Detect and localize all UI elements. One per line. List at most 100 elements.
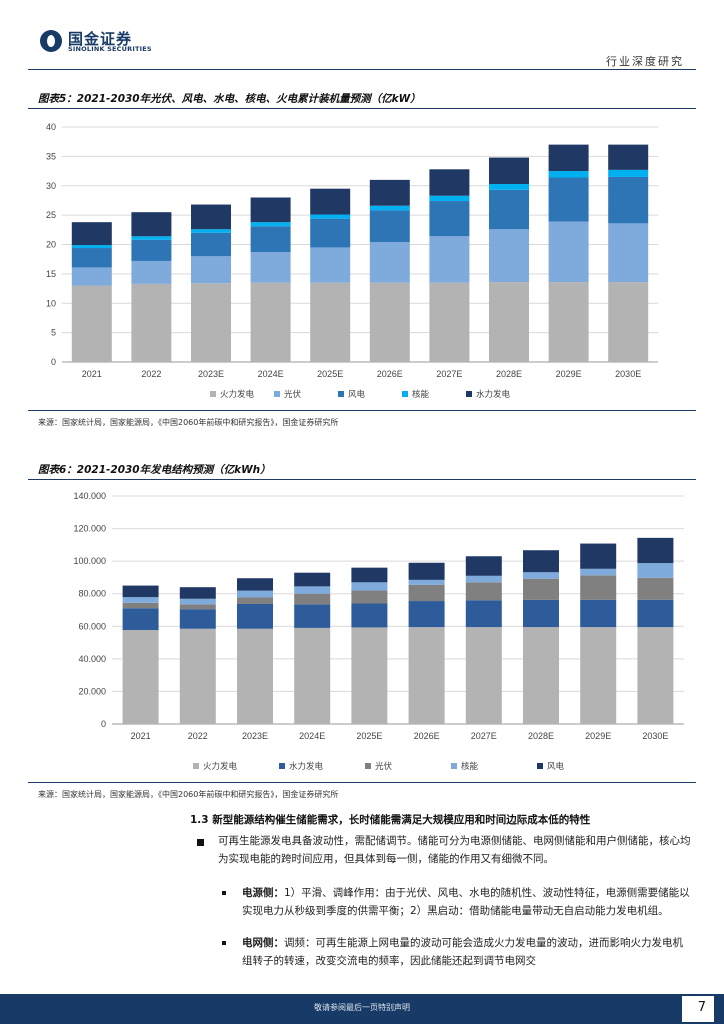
bar-segment — [429, 282, 470, 362]
footer-bar — [0, 994, 724, 1024]
bar-segment — [523, 599, 559, 628]
figure6-title: 图表6：2021-2030年发电结构预测（亿kWh） — [38, 464, 271, 476]
bar-segment — [250, 252, 291, 283]
y-tick-label: 40 — [46, 122, 56, 132]
report-category: 行业深度研究 — [606, 55, 684, 68]
bar-segment — [465, 582, 502, 601]
bar-segment — [369, 179, 410, 206]
bar-segment — [237, 578, 273, 591]
bar-segment — [131, 260, 172, 284]
figure5-title-divider — [28, 108, 696, 109]
bar-segment — [523, 578, 559, 600]
bar-segment — [369, 205, 410, 211]
header-divider — [28, 69, 696, 70]
legend-swatch — [402, 391, 408, 397]
bar-segment — [489, 183, 529, 190]
paragraph-intro: 可再生能源发电具备波动性，需配储调节。储能可分为电源侧储能、电网侧储能和用户侧储… — [218, 835, 691, 865]
bar-segment — [465, 556, 502, 576]
figure6-source: 来源：国家统计局，国家能源局，《中国2060年前碳中和研究报告》，国金证券研究所 — [38, 790, 339, 799]
legend-label: 核能 — [461, 761, 479, 771]
x-tick-label: 2023E — [198, 369, 224, 379]
x-tick-label: 2026E — [377, 369, 403, 379]
x-tick-label: 2029E — [585, 731, 611, 741]
bar-segment — [310, 188, 351, 215]
list-item-grid-side: 电网侧：调频：可再生能源上网电量的波动可能会造成火力发电量的波动，进而影响火力发… — [242, 934, 692, 970]
legend-swatch — [451, 763, 457, 769]
y-tick-label: 30 — [46, 181, 56, 191]
x-tick-label: 2029E — [556, 369, 582, 379]
small-bullet-icon — [222, 941, 226, 945]
bar-segment — [429, 195, 470, 202]
bar-segment — [191, 229, 231, 233]
bar-segment — [580, 575, 617, 600]
y-tick-label: 140.000 — [73, 491, 106, 501]
bar-segment — [237, 597, 273, 604]
bar-segment — [408, 601, 445, 628]
bar-segment — [131, 212, 172, 237]
bar-segment — [351, 590, 388, 604]
legend-label: 火力发电 — [203, 761, 238, 771]
bar-segment — [608, 223, 649, 283]
bar-segment — [131, 283, 172, 362]
y-tick-label: 15 — [46, 269, 56, 279]
bar-segment — [465, 575, 502, 583]
bar-segment — [179, 604, 216, 610]
x-tick-label: 2022 — [141, 369, 161, 379]
bar-segment — [294, 627, 331, 724]
x-tick-label: 2024E — [258, 369, 284, 379]
y-tick-label: 40.000 — [78, 654, 106, 664]
figure5-chart: 0 5 10 15 20 25 30 35 40 2021 2022 2023E 2024E 2025E 2… — [46, 122, 658, 399]
legend-label: 水力发电 — [476, 389, 511, 399]
square-bullet-icon — [197, 839, 204, 846]
y-tick-label: 0 — [51, 357, 56, 367]
figure6-chart: 0 20.000 40.000 60.000 80.000 100.000 120.000 1… — [73, 491, 684, 771]
x-tick-label: 2022 — [188, 731, 208, 741]
bar-segment — [369, 210, 410, 243]
bar-segment — [310, 247, 351, 283]
bar-segment — [237, 603, 273, 629]
page-number-box — [682, 996, 714, 1022]
company-name-en: SINOLINK SECURITIES — [68, 45, 152, 53]
figure5-source: 来源：国家统计局，国家能源局，《中国2060年前碳中和研究报告》，国金证券研究所 — [38, 418, 339, 427]
bar-segment — [369, 242, 410, 283]
bar-segment — [408, 562, 445, 580]
bar-segment — [191, 283, 231, 362]
bar-segment — [310, 214, 351, 219]
list-item-label: 电网侧： — [242, 937, 284, 949]
y-tick-label: 80.000 — [78, 589, 106, 599]
page-number: 7 — [697, 1000, 706, 1015]
y-tick-label: 60.000 — [78, 621, 106, 631]
bar-segment — [637, 599, 674, 628]
legend-swatch — [279, 763, 285, 769]
company-logo-icon — [40, 30, 62, 52]
bar-segment — [351, 627, 388, 724]
legend-label: 光伏 — [284, 389, 302, 399]
figure5-bottom-divider — [28, 410, 696, 411]
x-tick-label: 2026E — [414, 731, 440, 741]
bar-segment — [408, 627, 445, 724]
legend-swatch — [210, 391, 216, 397]
bar-segment — [191, 204, 231, 230]
bar-segment — [237, 590, 273, 598]
bar-segment — [523, 627, 559, 724]
figure6-title-divider — [28, 479, 696, 480]
legend-label: 风电 — [547, 761, 565, 771]
legend-swatch — [338, 391, 344, 397]
company-name-cn: 国金证券 — [68, 30, 133, 48]
bar-segment — [351, 582, 388, 591]
bar-segment — [237, 628, 273, 724]
list-item-source-side: 电源侧：1）平滑、调峰作用：由于光伏、风电、水电的随机性、波动性特征，电源侧需要… — [242, 884, 692, 920]
bar-segment — [408, 584, 445, 602]
bar-segment — [131, 239, 172, 261]
bar-segment — [608, 176, 649, 224]
x-tick-label: 2021 — [131, 731, 151, 741]
bar-segment — [131, 236, 172, 240]
bar-segment — [548, 177, 589, 222]
legend-swatch — [466, 391, 472, 397]
legend-label: 核能 — [412, 389, 430, 399]
bar-segment — [250, 282, 291, 362]
legend-swatch — [537, 763, 543, 769]
y-tick-label: 100.000 — [73, 556, 106, 566]
bar-segment — [122, 597, 159, 603]
bar-segment — [429, 236, 470, 283]
